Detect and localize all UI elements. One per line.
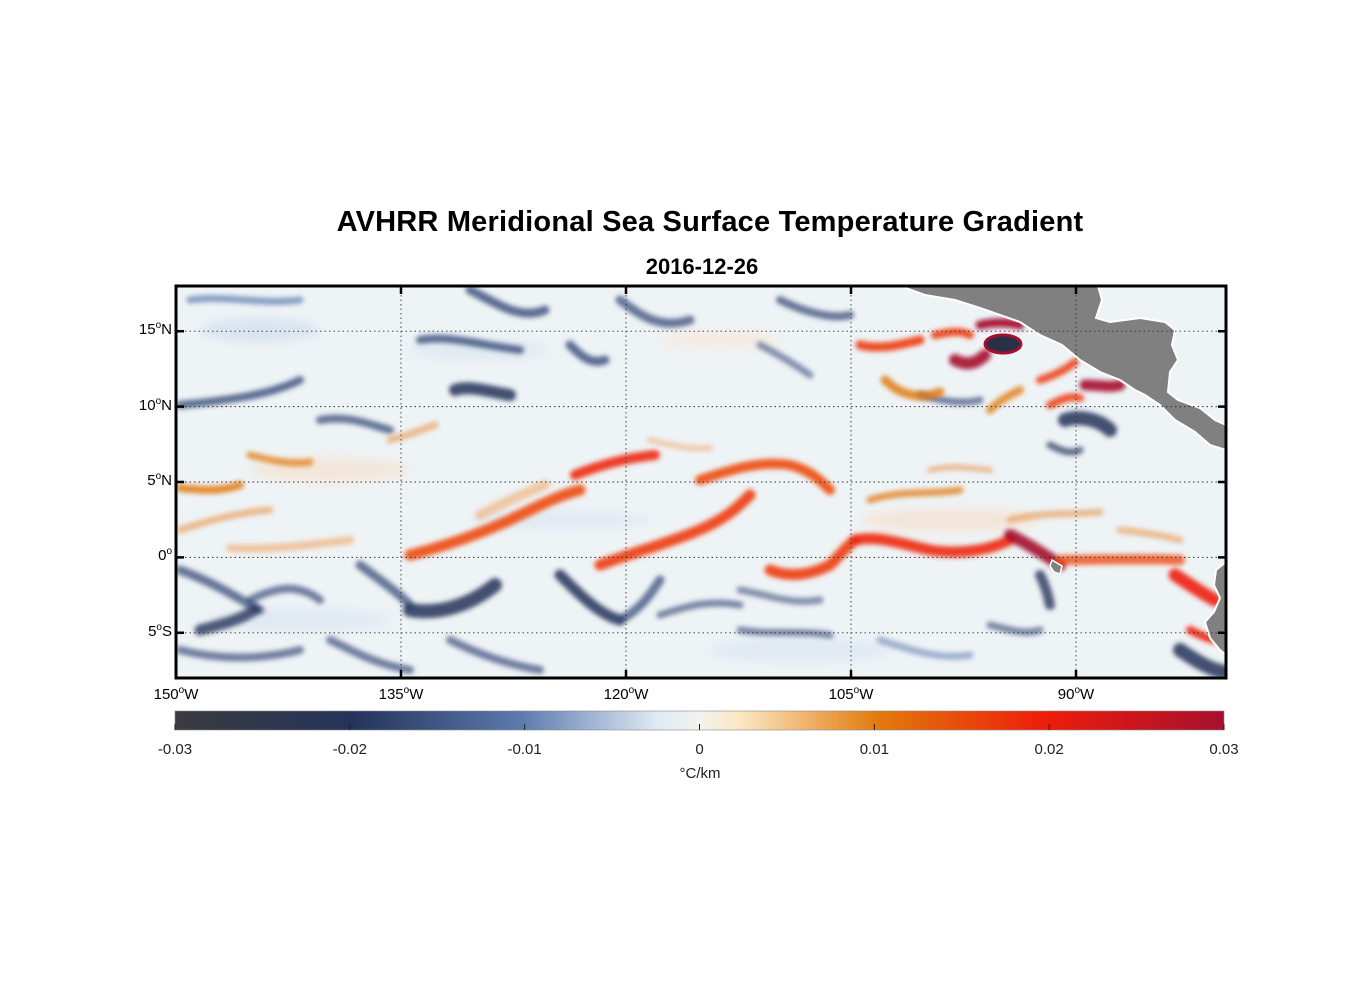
lat-label-hemisphere: N (161, 472, 172, 489)
degree-sign: o (155, 471, 162, 482)
lon-label-value: 105 (828, 686, 854, 703)
degree-sign: o (628, 685, 635, 696)
colorbar-unit: °C/km (679, 765, 721, 782)
degree-sign: o (155, 395, 162, 407)
colorbar-tick-label: -0.01 (507, 741, 542, 758)
lon-label-value: 135 (378, 686, 404, 703)
lon-label-hemisphere: W (634, 686, 649, 703)
lon-label-value: 90 (1057, 686, 1075, 703)
lat-label: 0o (112, 546, 172, 565)
degree-sign: o (155, 320, 162, 332)
colorbar-tick-label: -0.02 (332, 741, 367, 758)
lat-label: 10oN (112, 395, 172, 414)
degree-sign: o (853, 685, 860, 696)
degree-sign: o (166, 546, 172, 558)
lon-label: 105oW (811, 685, 891, 704)
colorbar-ticks (174, 724, 1225, 730)
degree-sign: o (403, 685, 410, 696)
lat-label-value: 10 (138, 396, 156, 414)
colorbar-tick-label: 0.02 (1034, 741, 1064, 758)
lat-label-value: 15 (138, 321, 156, 339)
lat-label-value: 0 (158, 547, 167, 565)
lat-label-value: 5 (148, 622, 157, 640)
lon-label: 120oW (586, 685, 666, 704)
colorbar-tick-label: 0.03 (1209, 741, 1239, 758)
colorbar-tick-label: 0.01 (859, 741, 889, 758)
lat-label-value: 5 (147, 472, 156, 489)
land-central-america (899, 286, 1226, 452)
lon-label-hemisphere: W (409, 686, 424, 703)
map-title: AVHRR Meridional Sea Surface Temperature… (336, 206, 1084, 238)
colorbar-tick-label: 0 (695, 741, 704, 758)
lon-label: 90oW (1036, 685, 1116, 704)
lat-label: 15oN (112, 320, 172, 339)
lat-label: 5oN (112, 471, 172, 490)
degree-sign: o (1074, 685, 1081, 696)
degree-sign: o (178, 685, 185, 696)
lon-label-value: 150 (153, 686, 179, 703)
land-galapagos (1049, 558, 1063, 575)
lon-label-hemisphere: W (859, 686, 874, 703)
lat-label-hemisphere: N (161, 321, 172, 339)
lon-label: 135oW (361, 685, 441, 704)
sst-gradient-field (176, 286, 1226, 678)
lat-label-hemisphere: N (161, 396, 172, 414)
degree-sign: o (156, 621, 162, 633)
colorbar-tick-label: -0.03 (157, 741, 193, 758)
lon-label: 150oW (136, 685, 216, 704)
lat-label: 5oS (112, 621, 172, 640)
lon-label-hemisphere: W (1080, 686, 1095, 703)
lon-label-value: 120 (603, 686, 629, 703)
lon-label-hemisphere: W (184, 686, 199, 703)
map-date: 2016-12-26 (645, 254, 759, 279)
lat-label-hemisphere: S (161, 622, 172, 640)
map-frame (174, 284, 1228, 680)
